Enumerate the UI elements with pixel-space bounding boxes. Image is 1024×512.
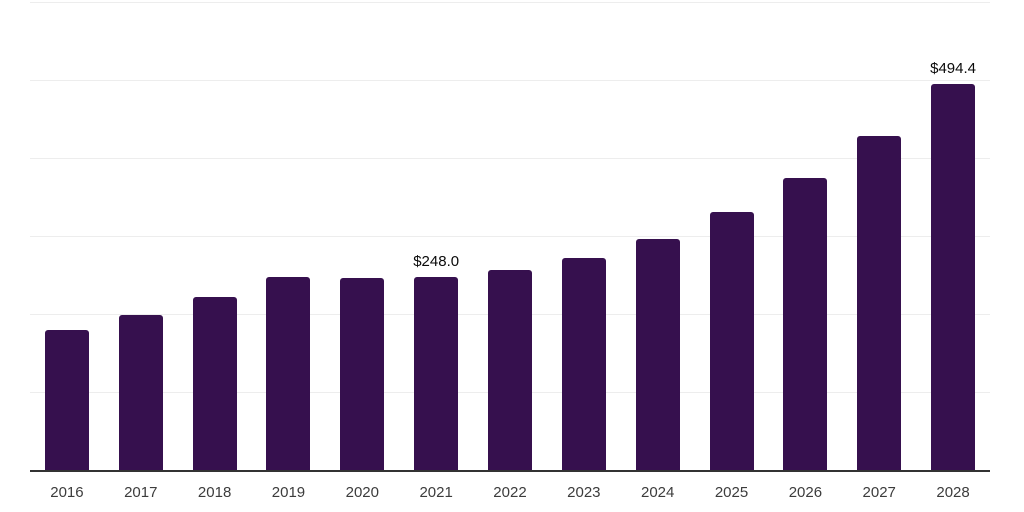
x-tick-label-2025: 2025 (714, 484, 749, 501)
bar-2021 (414, 276, 459, 470)
bar-2025 (709, 211, 754, 470)
bar-2020 (340, 278, 385, 470)
x-tick-label-2028: 2028 (936, 484, 970, 501)
x-tick-label-2023: 2023 (567, 484, 601, 501)
bar-2016 (44, 330, 89, 470)
value-label-2021: $248.0 (413, 252, 460, 270)
gridline-600 (30, 2, 990, 3)
bar-2019 (266, 277, 311, 470)
x-tick-label-2022: 2022 (493, 484, 527, 501)
x-tick-label-2019: 2019 (271, 484, 306, 501)
x-tick-label-2020: 2020 (345, 484, 379, 501)
x-tick-label-2016: 2016 (50, 484, 84, 501)
x-tick-label-2017: 2017 (124, 484, 158, 501)
plot-area: $248.0 $494.4 (30, 2, 990, 472)
gridline-500 (30, 80, 990, 81)
bar-2022 (488, 270, 532, 470)
bar-2023 (561, 257, 606, 470)
gridline-300 (30, 236, 990, 237)
x-tick-label-2021: 2021 (419, 484, 453, 501)
bar-2027 (857, 136, 902, 470)
bar-2018 (192, 297, 237, 470)
gridline-400 (30, 158, 990, 159)
bar-2024 (635, 239, 680, 470)
x-tick-label-2018: 2018 (197, 484, 232, 501)
bar-2028 (931, 84, 976, 470)
x-tick-label-2024: 2024 (641, 484, 675, 501)
x-axis-line (30, 470, 990, 472)
x-tick-label-2027: 2027 (862, 484, 896, 501)
x-axis-labels: 2016 2017 2018 2019 2020 2021 2022 2023 2024 2025… (30, 482, 990, 504)
x-tick-label-2026: 2026 (788, 484, 823, 501)
value-label-2028: $494.4 (930, 60, 977, 78)
bar-2026 (783, 177, 828, 470)
bar-2017 (118, 315, 163, 470)
